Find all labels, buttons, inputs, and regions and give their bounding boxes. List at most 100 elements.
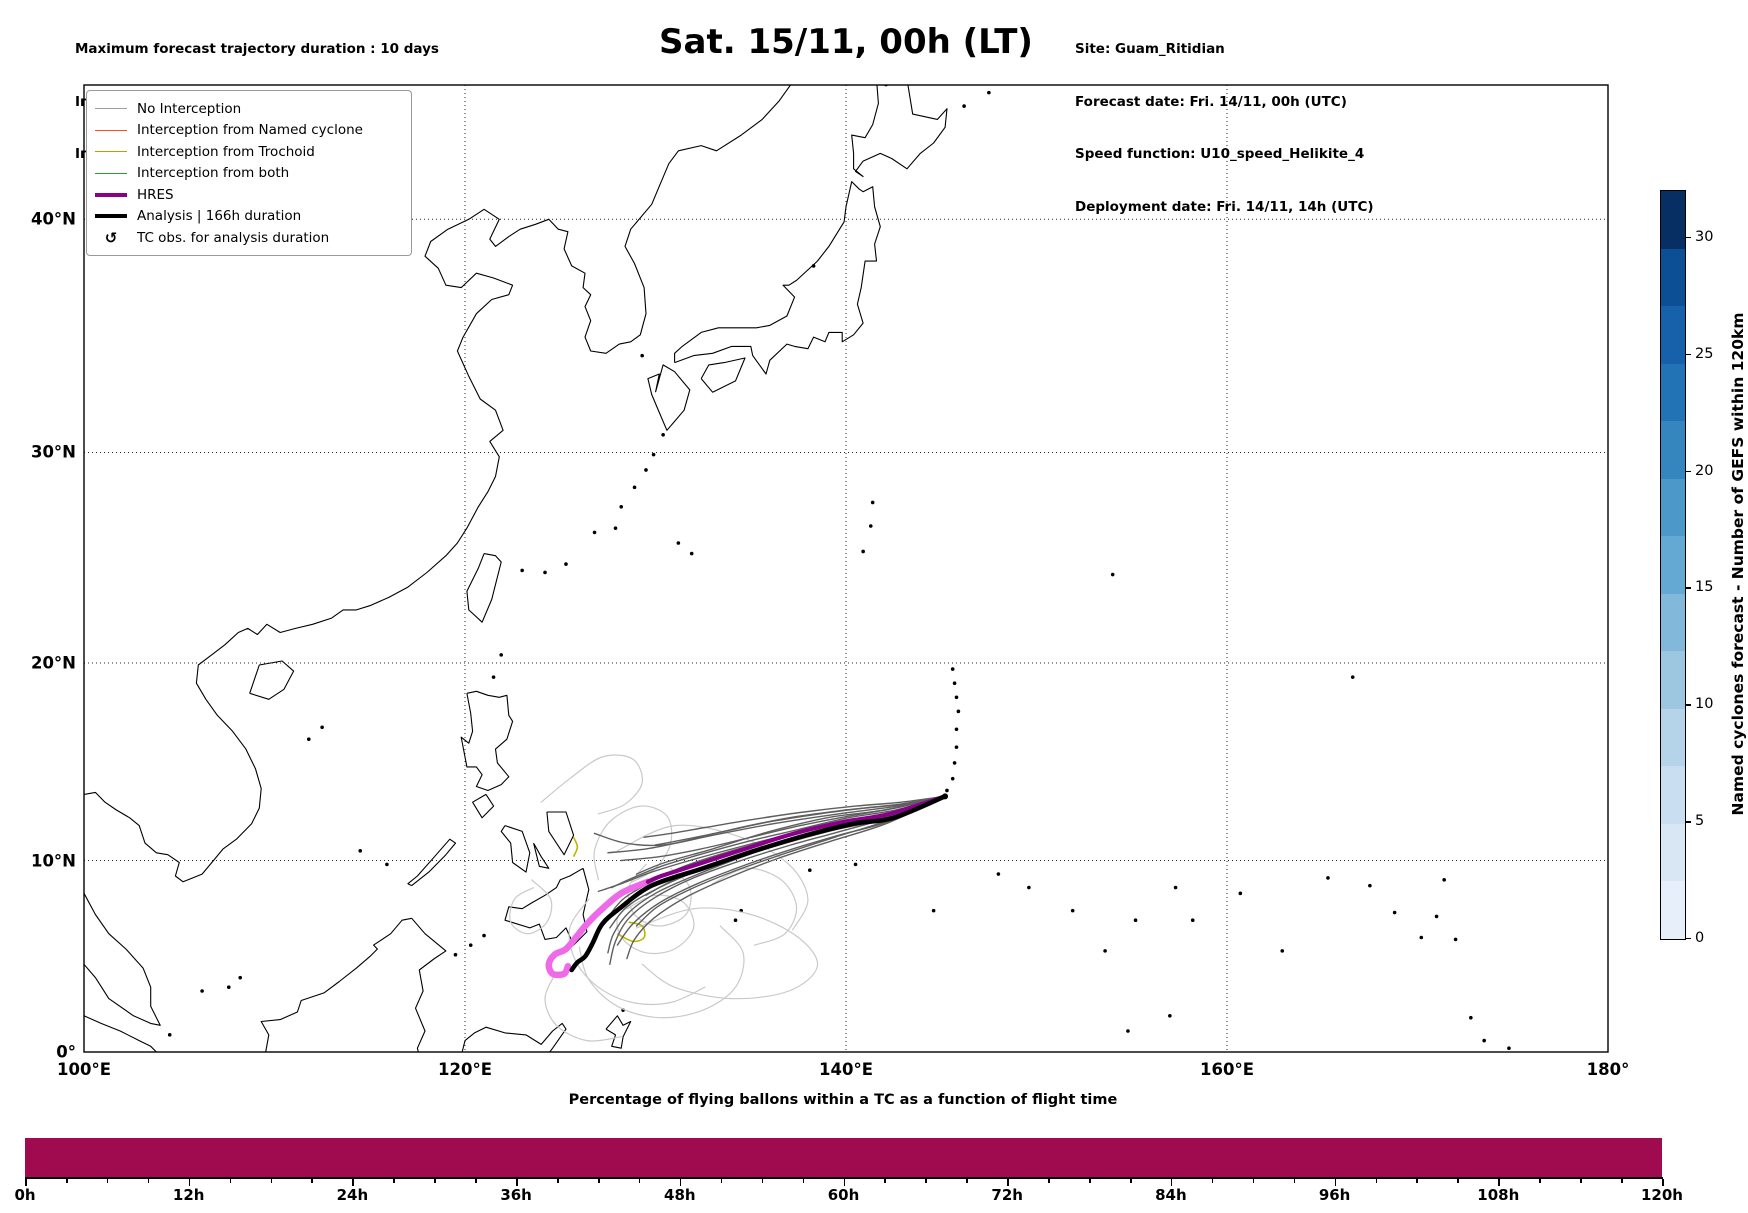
tc-obs-track	[545, 878, 652, 979]
legend-item: ↺ TC obs. for analysis duration	[95, 227, 401, 249]
island-dot	[1350, 675, 1355, 679]
bar-axis-tick-label: 12h	[172, 1186, 205, 1204]
coastline	[460, 690, 514, 792]
legend-item: Interception from Named cyclone	[95, 120, 401, 142]
coastline	[249, 660, 295, 700]
colorbar-segment	[1661, 708, 1685, 767]
bar-axis-tick-label: 24h	[336, 1186, 369, 1204]
legend-item-label: Interception from Trochoid	[137, 143, 315, 160]
legend-item-label: Interception from Named cyclone	[137, 122, 363, 139]
bar-axis-tick-label: 36h	[500, 1186, 532, 1204]
coastline	[533, 842, 550, 869]
colorbar-tick	[1685, 938, 1691, 940]
bar-axis-tick-label: 96h	[1318, 1186, 1351, 1204]
island-dot	[1434, 914, 1439, 919]
island-dot	[238, 975, 243, 980]
island-dot	[1326, 876, 1330, 880]
bar-axis-tick	[720, 1179, 723, 1183]
colorbar-segment	[1661, 651, 1685, 709]
island-dot	[1482, 1038, 1486, 1043]
colorbar-tick-label: 30	[1695, 228, 1714, 245]
flight-time-bar	[25, 1138, 1662, 1178]
island-dot	[861, 549, 865, 554]
island-dot	[1190, 918, 1195, 923]
bar-axis-tick-label: 84h	[1155, 1186, 1187, 1204]
colorbar-segment	[1661, 593, 1685, 652]
page-title: Sat. 15/11, 00h (LT)	[659, 22, 1033, 62]
island-dot	[651, 452, 656, 457]
gefs-member	[616, 795, 946, 946]
bar-axis-tick-label: 120h	[1641, 1186, 1683, 1204]
lon-tick-label: 180°	[1586, 1060, 1630, 1079]
gefs-member-light	[509, 879, 553, 935]
lat-tick-label: 30°N	[30, 442, 76, 462]
bar-axis-tick	[802, 1179, 805, 1183]
colorbar-segment	[1661, 823, 1685, 882]
bar-axis-tick	[516, 1179, 518, 1186]
bar-axis-tick	[966, 1179, 968, 1183]
coastline	[851, 85, 948, 178]
bar-axis-tick	[106, 1179, 109, 1183]
island-dot	[950, 776, 955, 781]
colorbar-segment	[1661, 881, 1685, 939]
bar-axis-tick	[1293, 1179, 1296, 1183]
bar-axis-tick	[1539, 1179, 1541, 1183]
bar-axis-tick	[147, 1179, 150, 1183]
bar-axis-tick	[1007, 1179, 1009, 1186]
bar-axis-tick	[352, 1179, 354, 1186]
island-dot	[1442, 878, 1446, 882]
island-dot	[543, 570, 547, 575]
island-dot	[358, 849, 363, 853]
island-dot	[499, 653, 503, 657]
colorbar-label: Named cyclones forecast - Number of GEFS…	[1729, 312, 1747, 816]
colorbar-tick	[1685, 821, 1691, 823]
colorbar-tick	[1685, 587, 1691, 589]
bar-axis-tick-label: 108h	[1477, 1186, 1520, 1204]
island-dot	[592, 530, 597, 535]
island-dot	[1469, 1015, 1473, 1020]
colorbar-segment	[1661, 421, 1685, 479]
legend-line-swatch	[95, 129, 127, 131]
bar-axis-tick	[229, 1179, 232, 1183]
coastline	[84, 893, 161, 1026]
island-dot	[962, 104, 966, 108]
map-frame	[83, 84, 1609, 1053]
bar-axis-tick	[25, 1179, 27, 1186]
island-dot	[1168, 1013, 1172, 1018]
island-dot	[1133, 918, 1138, 923]
island-dot	[956, 709, 961, 714]
island-dot	[853, 862, 858, 867]
bar-axis-tick	[1334, 1179, 1337, 1186]
island-dot	[870, 500, 875, 505]
island-dot	[632, 485, 637, 490]
colorbar	[1660, 190, 1686, 940]
island-dot	[468, 943, 473, 947]
bar-axis-tick	[884, 1179, 887, 1183]
island-dot	[640, 353, 644, 358]
site-line: Site: Guam_Ritidian	[1075, 41, 1225, 57]
bar-axis-tick	[475, 1179, 477, 1183]
bar-axis-tick	[1457, 1179, 1459, 1183]
island-dot	[385, 862, 389, 867]
island-dot	[952, 681, 957, 686]
bar-axis-tick-label: 72h	[991, 1186, 1023, 1204]
island-dot	[1027, 885, 1031, 890]
coastline	[700, 357, 746, 393]
island-dot	[453, 952, 458, 957]
legend-item: HRES	[95, 184, 401, 206]
colorbar-tick-label: 10	[1695, 696, 1714, 713]
island-dot	[1419, 935, 1424, 940]
cyclone-obs-icon: ↺	[104, 228, 118, 247]
gefs-member-light	[578, 925, 745, 1019]
island-dot	[1392, 910, 1397, 915]
coastline	[546, 811, 575, 856]
island-dot	[811, 264, 816, 268]
gefs-member-light	[568, 898, 706, 1005]
colorbar-segment	[1661, 306, 1685, 364]
legend-item-label: Analysis | 166h duration	[137, 208, 302, 225]
island-dot	[1507, 1046, 1511, 1050]
colorbar-tick-label: 20	[1695, 462, 1714, 479]
bar-chart-title: Percentage of flying ballons within a TC…	[568, 1092, 1118, 1108]
bar-axis-tick	[638, 1179, 641, 1183]
coastline	[500, 825, 531, 873]
